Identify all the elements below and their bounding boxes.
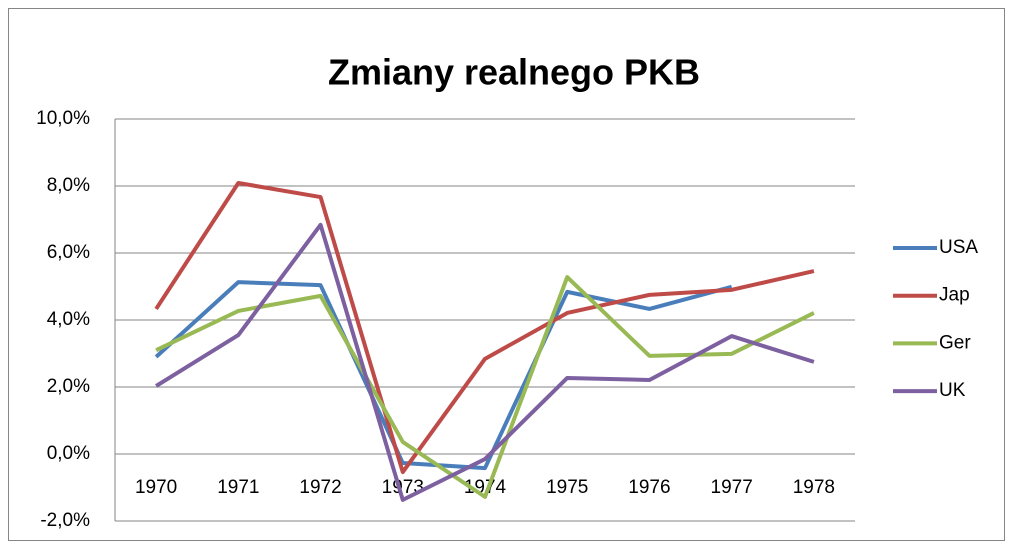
- legend-label: Jap: [939, 285, 970, 306]
- x-tick-label: 1976: [628, 477, 670, 498]
- y-tick-label: 8,0%: [47, 175, 90, 196]
- x-tick-label: 1970: [135, 477, 177, 498]
- x-tick-label: 1977: [711, 477, 753, 498]
- x-tick-label: 1971: [217, 477, 259, 498]
- chart-title: Zmiany realnego PKB: [328, 52, 700, 93]
- series-line: [155, 275, 815, 499]
- y-tick-label: 2,0%: [47, 376, 90, 397]
- series-line: [154, 180, 815, 475]
- y-tick-label: 6,0%: [47, 242, 90, 263]
- legend-label: UK: [939, 380, 966, 401]
- series-line: [155, 222, 815, 502]
- legend-label: USA: [939, 237, 978, 258]
- y-tick-label: 10,0%: [36, 108, 90, 129]
- y-tick-label: 4,0%: [47, 309, 90, 330]
- chart-border: [8, 8, 1005, 541]
- legend-label: Ger: [939, 332, 971, 353]
- y-tick-label: -2,0%: [40, 510, 90, 531]
- series-line: [154, 280, 733, 471]
- y-tick-label: 0,0%: [47, 443, 90, 464]
- x-tick-label: 1974: [464, 477, 507, 498]
- x-tick-label: 1975: [546, 477, 588, 498]
- x-tick-label: 1972: [299, 477, 341, 498]
- x-tick-label: 1978: [793, 477, 835, 498]
